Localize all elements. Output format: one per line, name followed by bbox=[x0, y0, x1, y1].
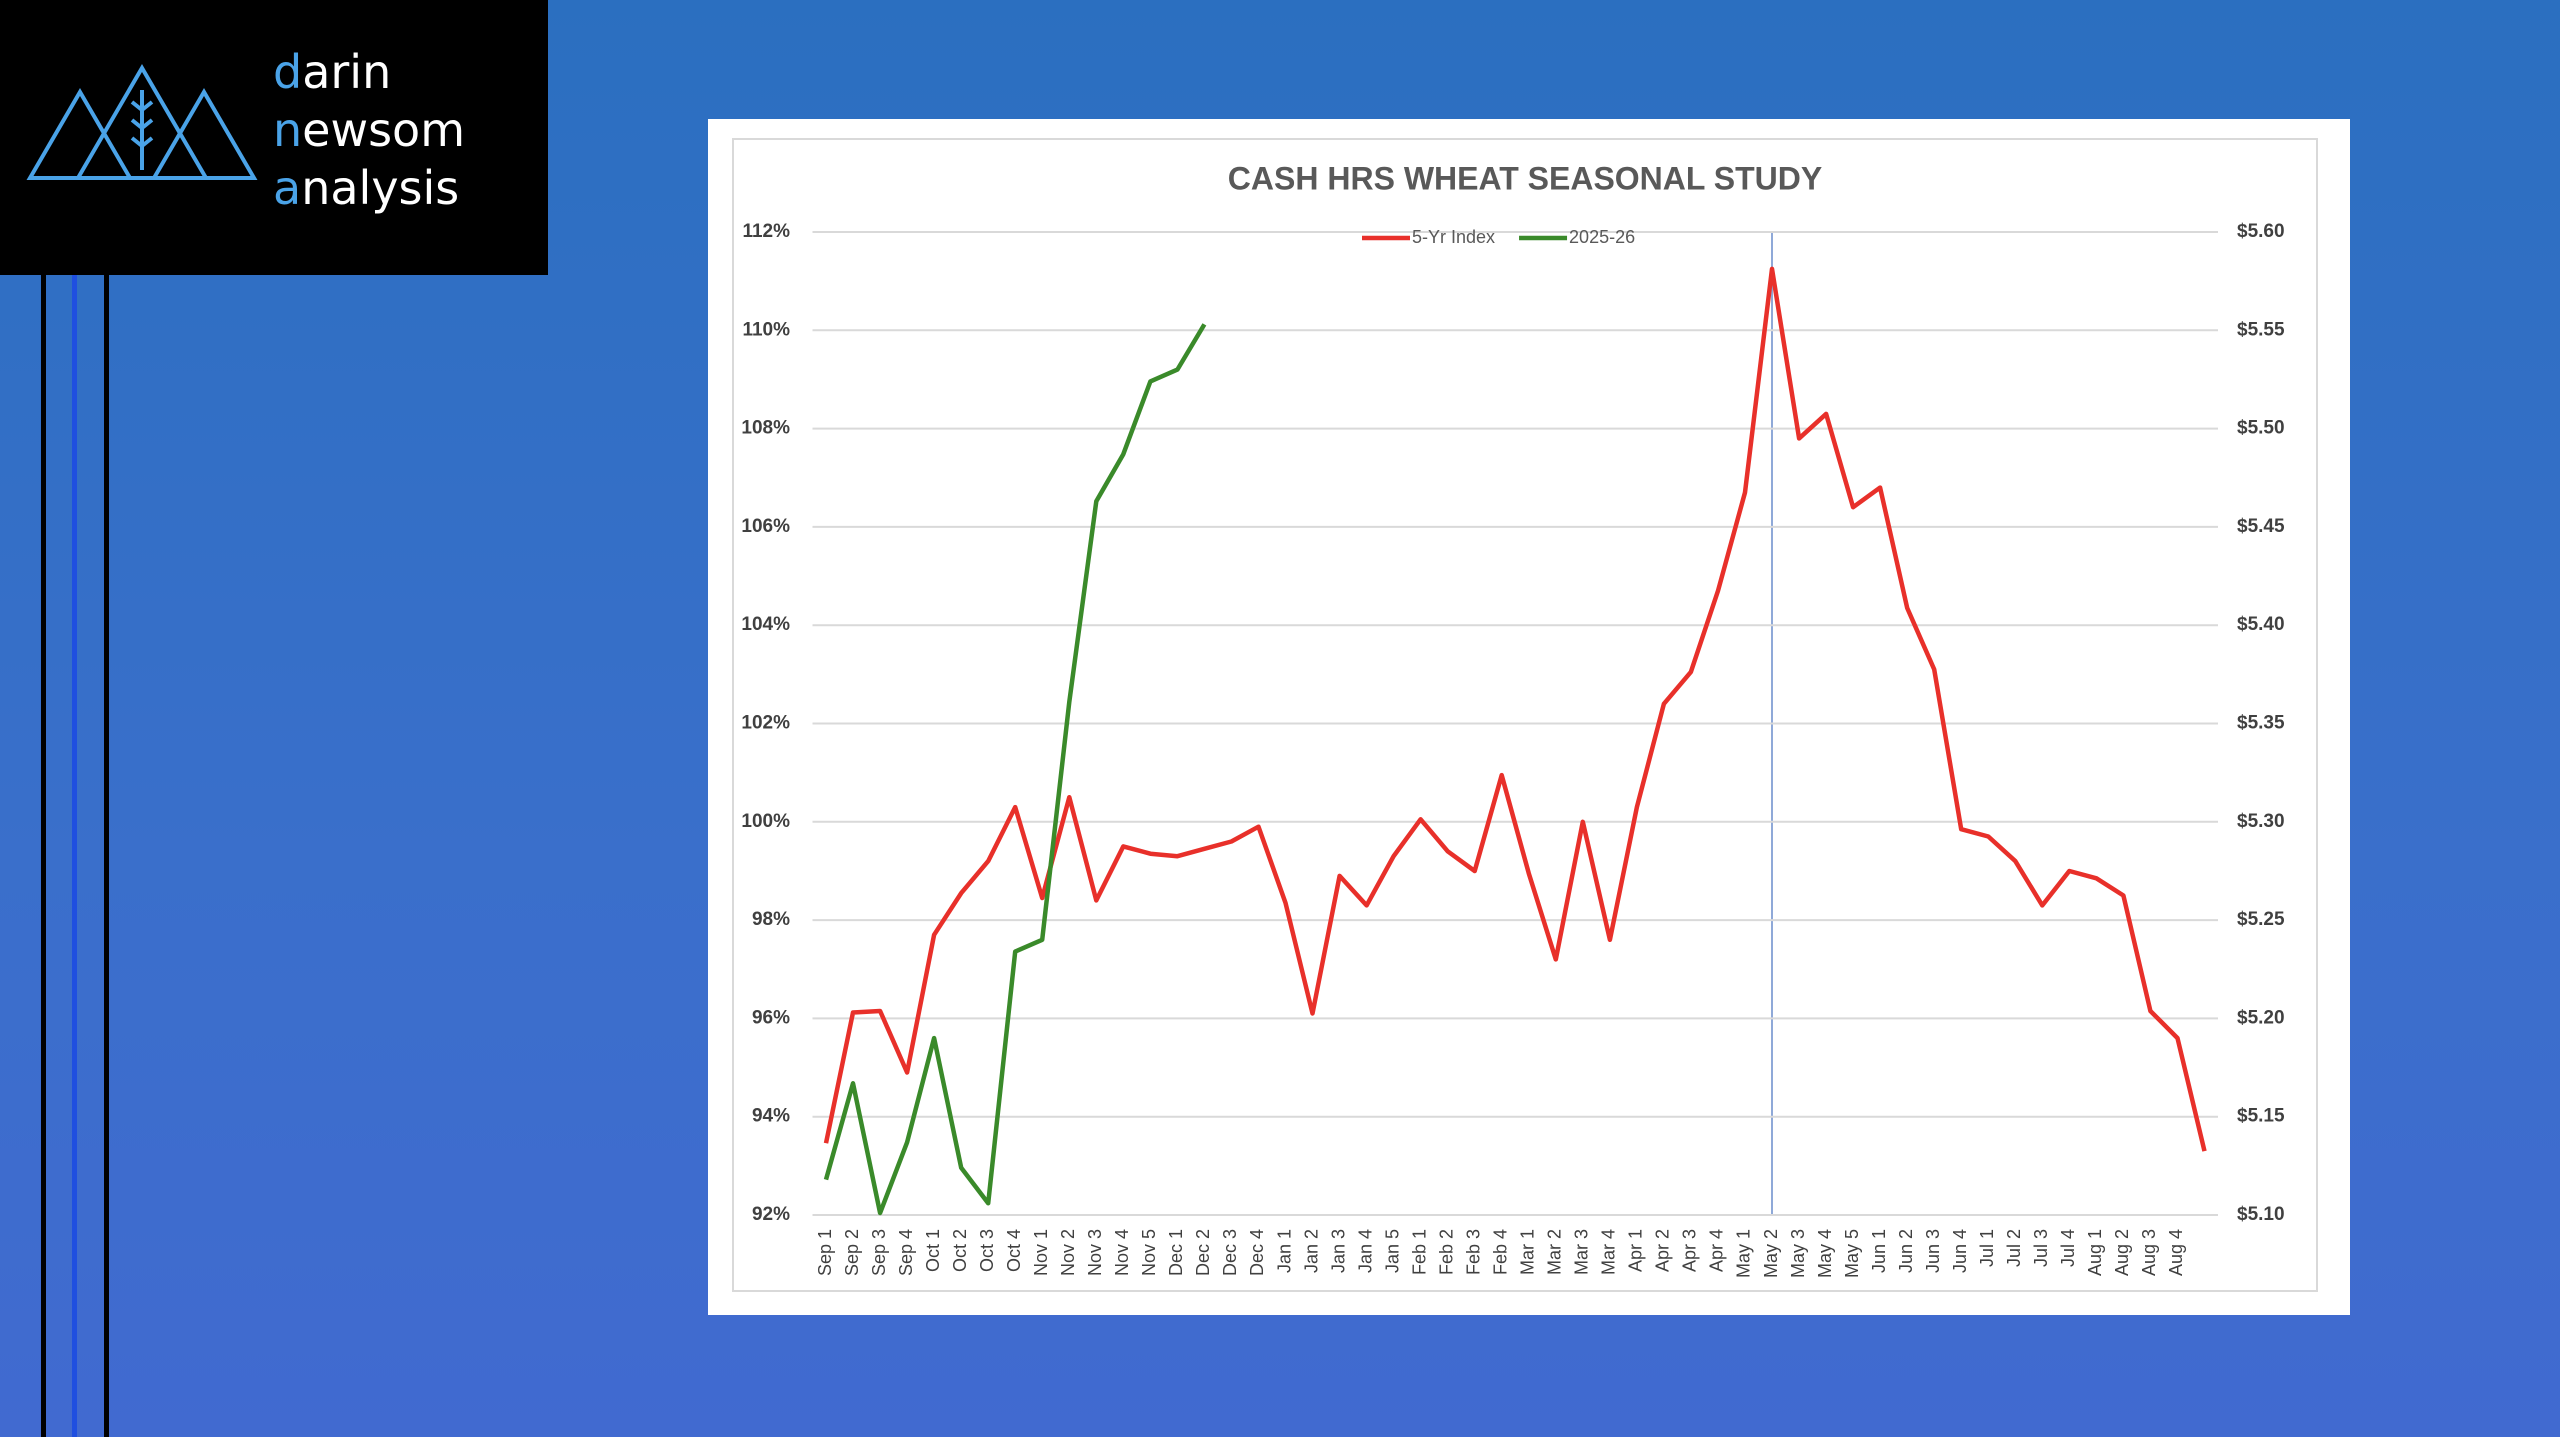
y2-tick-label: $5.35 bbox=[2237, 713, 2285, 734]
x-tick-label: Jul 2 bbox=[2004, 1229, 2024, 1267]
x-tick-label: Jun 2 bbox=[1896, 1229, 1916, 1273]
y-tick-label: 100% bbox=[741, 811, 790, 832]
x-tick-label: Sep 1 bbox=[815, 1229, 835, 1276]
x-tick-label: Dec 1 bbox=[1166, 1229, 1186, 1276]
x-tick-label: Jul 1 bbox=[1977, 1229, 1997, 1267]
y-tick-label: 98% bbox=[752, 909, 790, 930]
x-tick-label: Apr 1 bbox=[1626, 1229, 1646, 1272]
x-tick-label: Mar 4 bbox=[1599, 1229, 1619, 1275]
x-tick-label: Dec 4 bbox=[1247, 1229, 1267, 1276]
y-tick-label: 94% bbox=[752, 1106, 790, 1127]
x-tick-label: Nov 5 bbox=[1139, 1229, 1159, 1276]
x-tick-label: Mar 3 bbox=[1572, 1229, 1592, 1275]
x-tick-label: Feb 4 bbox=[1490, 1229, 1510, 1275]
x-tick-label: Feb 1 bbox=[1409, 1229, 1429, 1275]
x-tick-label: Sep 2 bbox=[842, 1229, 862, 1276]
x-tick-label: Aug 3 bbox=[2139, 1229, 2159, 1276]
y2-tick-label: $5.40 bbox=[2237, 614, 2285, 635]
x-tick-label: Feb 2 bbox=[1436, 1229, 1456, 1275]
decor-bar bbox=[72, 274, 77, 1437]
logo-text: darin bbox=[273, 45, 392, 99]
y2-tick-label: $5.50 bbox=[2237, 418, 2285, 439]
x-tick-label: Mar 1 bbox=[1518, 1229, 1538, 1275]
y2-tick-label: $5.25 bbox=[2237, 909, 2285, 930]
x-tick-label: Jul 4 bbox=[2058, 1229, 2078, 1267]
x-tick-label: Oct 3 bbox=[977, 1229, 997, 1272]
y2-tick-label: $5.20 bbox=[2237, 1007, 2285, 1028]
series-line bbox=[823, 266, 2207, 1152]
x-tick-label: May 3 bbox=[1788, 1229, 1808, 1278]
y-tick-label: 92% bbox=[752, 1204, 790, 1225]
x-tick-label: Nov 1 bbox=[1031, 1229, 1051, 1276]
chart-frame bbox=[708, 119, 2350, 1315]
x-tick-label: Oct 4 bbox=[1004, 1229, 1024, 1272]
chart-border bbox=[732, 138, 2318, 1292]
y2-tick-label: $5.60 bbox=[2237, 221, 2285, 242]
x-tick-label: Aug 2 bbox=[2112, 1229, 2132, 1276]
y2-tick-label: $5.55 bbox=[2237, 319, 2285, 340]
x-tick-label: Jul 3 bbox=[2031, 1229, 2051, 1267]
x-tick-label: Jan 3 bbox=[1328, 1229, 1348, 1273]
x-tick-label: Jan 4 bbox=[1355, 1229, 1375, 1273]
x-tick-label: May 2 bbox=[1761, 1229, 1781, 1278]
x-tick-label: Oct 1 bbox=[923, 1229, 943, 1272]
x-tick-label: Jan 1 bbox=[1274, 1229, 1294, 1273]
x-tick-label: Nov 2 bbox=[1058, 1229, 1078, 1276]
legend-label: 2025-26 bbox=[1569, 227, 1635, 247]
series-line bbox=[823, 323, 1207, 1216]
y-tick-label: 104% bbox=[741, 614, 790, 635]
chart-title: CASH HRS WHEAT SEASONAL STUDY bbox=[1228, 160, 1822, 196]
x-tick-label: Apr 3 bbox=[1680, 1229, 1700, 1272]
y2-tick-label: $5.10 bbox=[2237, 1204, 2285, 1225]
x-tick-label: Dec 3 bbox=[1220, 1229, 1240, 1276]
decor-bar bbox=[104, 274, 109, 1437]
logo: darin newsom analysis bbox=[0, 0, 548, 275]
x-tick-label: Apr 4 bbox=[1707, 1229, 1727, 1272]
y-tick-label: 108% bbox=[741, 418, 790, 439]
x-tick-label: Jan 5 bbox=[1382, 1229, 1402, 1273]
x-tick-label: Oct 2 bbox=[950, 1229, 970, 1272]
x-tick-label: Aug 4 bbox=[2166, 1229, 2186, 1276]
decor-bar bbox=[41, 274, 46, 1437]
y2-tick-label: $5.30 bbox=[2237, 811, 2285, 832]
legend-label: 5-Yr Index bbox=[1412, 227, 1495, 247]
x-tick-label: Feb 3 bbox=[1463, 1229, 1483, 1275]
x-tick-label: Jun 1 bbox=[1869, 1229, 1889, 1273]
x-tick-label: Nov 4 bbox=[1112, 1229, 1132, 1276]
x-tick-label: Sep 3 bbox=[869, 1229, 889, 1276]
x-tick-label: May 1 bbox=[1734, 1229, 1754, 1278]
y-tick-label: 110% bbox=[742, 319, 790, 340]
x-tick-label: Jun 4 bbox=[1950, 1229, 1970, 1273]
logo-text: analysis bbox=[273, 161, 460, 215]
y-tick-label: 96% bbox=[752, 1007, 790, 1028]
y-tick-label: 112% bbox=[742, 221, 790, 242]
logo-text: newsom bbox=[273, 103, 465, 157]
x-tick-label: Nov 3 bbox=[1085, 1229, 1105, 1276]
x-tick-label: May 4 bbox=[1815, 1229, 1835, 1278]
y2-tick-label: $5.45 bbox=[2237, 516, 2285, 537]
y2-tick-label: $5.15 bbox=[2237, 1106, 2285, 1127]
x-tick-label: Apr 2 bbox=[1653, 1229, 1673, 1272]
x-tick-label: Dec 2 bbox=[1193, 1229, 1213, 1276]
x-tick-label: Jun 3 bbox=[1923, 1229, 1943, 1273]
y-tick-label: 106% bbox=[741, 516, 790, 537]
x-tick-label: Sep 4 bbox=[896, 1229, 916, 1276]
x-tick-label: May 5 bbox=[1842, 1229, 1862, 1278]
x-tick-label: Mar 2 bbox=[1545, 1229, 1565, 1275]
x-tick-label: Jan 2 bbox=[1301, 1229, 1321, 1273]
y-tick-label: 102% bbox=[741, 713, 790, 734]
x-tick-label: Aug 1 bbox=[2085, 1229, 2105, 1276]
logo-icon bbox=[26, 64, 258, 180]
